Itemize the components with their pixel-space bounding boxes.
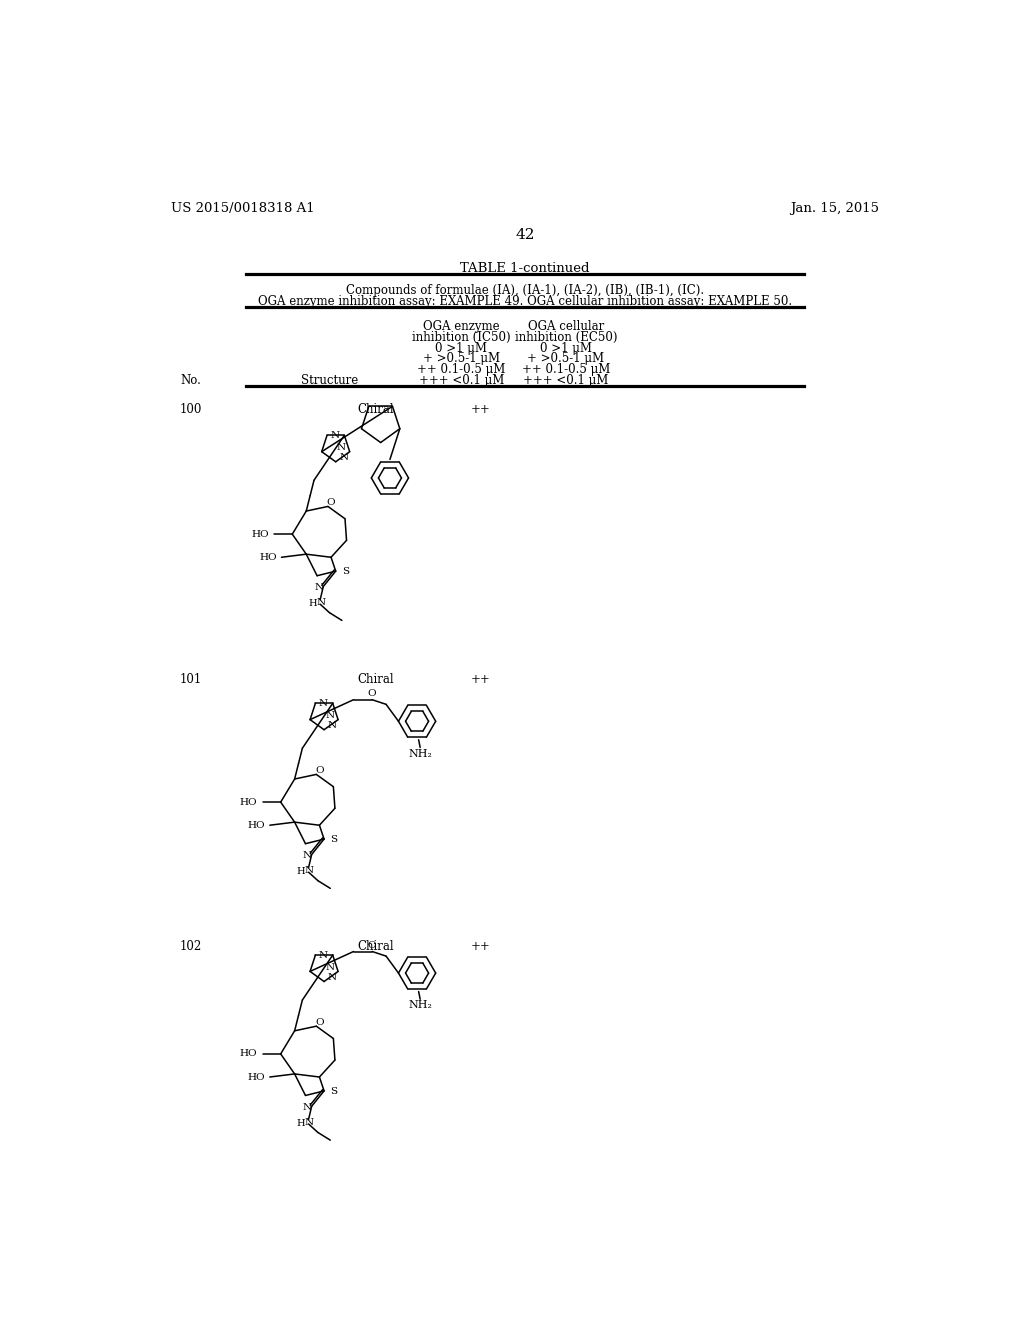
Text: S: S [342,568,349,577]
Text: N: N [328,722,337,730]
Text: OGA enzyme: OGA enzyme [423,321,500,333]
Text: HO: HO [248,1073,265,1081]
Text: N: N [337,444,346,453]
Text: S: S [331,1088,337,1096]
Text: N: N [318,698,328,708]
Text: inhibition (EC50): inhibition (EC50) [515,331,617,345]
Text: N: N [325,964,334,972]
Text: H: H [297,1119,305,1127]
Text: Jan. 15, 2015: Jan. 15, 2015 [790,202,879,215]
Text: ++: ++ [471,673,490,686]
Text: NH₂: NH₂ [409,748,432,759]
Text: +++ <0.1 μM: +++ <0.1 μM [419,374,504,387]
Text: N: N [302,1102,311,1111]
Text: 0 >1 μM: 0 >1 μM [540,342,592,355]
Text: H: H [308,599,316,609]
Text: O: O [368,941,377,950]
Text: N: N [314,583,324,591]
Text: HO: HO [240,797,257,807]
Text: inhibition (IC50): inhibition (IC50) [412,331,511,345]
Text: O: O [368,689,377,698]
Text: OGA enzyme inhibition assay: EXAMPLE 49. OGA cellular inhibition assay: EXAMPLE : OGA enzyme inhibition assay: EXAMPLE 49.… [258,296,792,309]
Text: Chiral: Chiral [357,940,394,953]
Text: + >0.5-1 μM: + >0.5-1 μM [527,352,604,366]
Text: N: N [328,973,337,982]
Text: +++ <0.1 μM: +++ <0.1 μM [523,374,608,387]
Text: Structure: Structure [301,374,358,387]
Text: ++: ++ [471,404,490,416]
Text: ++ 0.1-0.5 μM: ++ 0.1-0.5 μM [417,363,506,376]
Text: O: O [315,766,324,775]
Text: N: N [305,866,314,875]
Text: HO: HO [252,529,269,539]
Text: OGA cellular: OGA cellular [527,321,604,333]
Text: 0 >1 μM: 0 >1 μM [435,342,487,355]
Text: N: N [340,454,349,462]
Text: TABLE 1-continued: TABLE 1-continued [460,263,590,276]
Text: Compounds of formulae (IA), (IA-1), (IA-2), (IB), (IB-1), (IC).: Compounds of formulae (IA), (IA-1), (IA-… [346,284,703,297]
Text: HO: HO [240,1049,257,1059]
Text: S: S [331,836,337,845]
Text: O: O [327,498,336,507]
Text: N: N [318,950,328,960]
Text: N: N [316,598,326,607]
Text: + >0.5-1 μM: + >0.5-1 μM [423,352,500,366]
Text: US 2015/0018318 A1: US 2015/0018318 A1 [171,202,314,215]
Text: Chiral: Chiral [357,404,394,416]
Text: HO: HO [259,553,276,562]
Text: No.: No. [180,374,201,387]
Text: HO: HO [248,821,265,830]
Text: NH₂: NH₂ [409,1001,432,1010]
Text: H: H [297,867,305,876]
Text: N: N [302,851,311,859]
Text: O: O [315,1018,324,1027]
Text: 101: 101 [180,673,202,686]
Text: N: N [305,1118,314,1127]
Text: 102: 102 [180,940,202,953]
Text: 42: 42 [515,227,535,242]
Text: N: N [331,430,340,440]
Text: N: N [325,711,334,721]
Text: 100: 100 [180,404,203,416]
Text: Chiral: Chiral [357,673,394,686]
Text: ++ 0.1-0.5 μM: ++ 0.1-0.5 μM [521,363,610,376]
Text: ++: ++ [471,940,490,953]
